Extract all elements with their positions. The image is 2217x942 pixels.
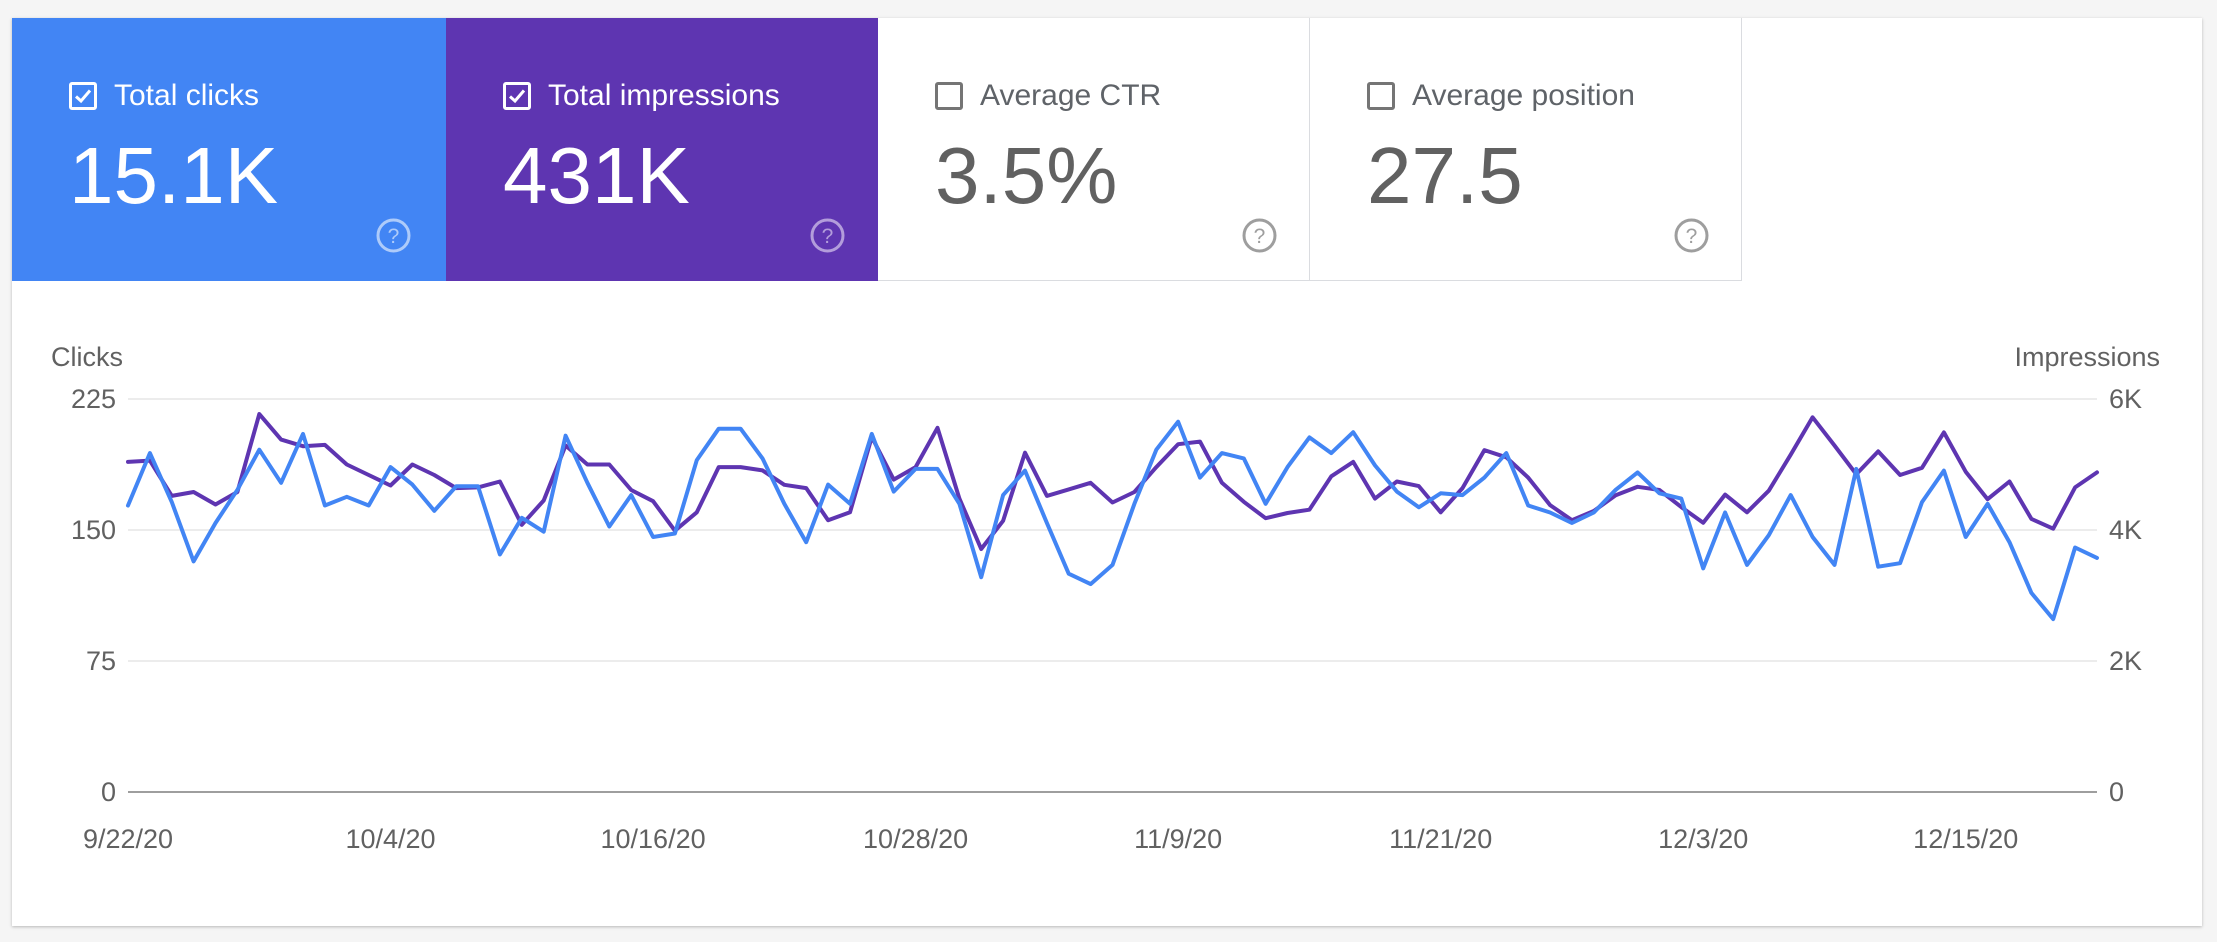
y-left-tick-label: 150 bbox=[71, 515, 116, 545]
metric-label: Total impressions bbox=[548, 79, 780, 112]
metric-total-clicks[interactable]: Total clicks 15.1K ? bbox=[12, 18, 446, 281]
y-axis-left-title: Clicks bbox=[51, 342, 123, 372]
performance-chart[interactable]: Clicks Impressions 0 0 75 2K 150 4K 225 6K 9/22/… bbox=[12, 18, 2202, 926]
metric-label: Average CTR bbox=[980, 79, 1162, 112]
x-tick-label: 10/16/20 bbox=[601, 824, 706, 854]
svg-text:?: ? bbox=[388, 225, 400, 248]
metric-value: 3.5% bbox=[935, 131, 1118, 220]
svg-text:?: ? bbox=[822, 225, 834, 248]
checkbox-unchecked-icon[interactable] bbox=[935, 82, 963, 110]
metric-average-position[interactable]: Average position 27.5 ? bbox=[1310, 18, 1742, 281]
y-right-tick-label: 6K bbox=[2109, 384, 2142, 414]
x-tick-label: 11/21/20 bbox=[1389, 824, 1492, 854]
help-icon[interactable]: ? bbox=[375, 217, 412, 254]
metric-total-impressions[interactable]: Total impressions 431K ? bbox=[446, 18, 878, 281]
y-right-tick-label: 0 bbox=[2109, 777, 2124, 807]
metric-header: Total clicks bbox=[69, 79, 259, 113]
metric-value: 15.1K bbox=[69, 131, 279, 220]
y-left-tick-label: 225 bbox=[71, 384, 116, 414]
performance-card: Total clicks 15.1K ? Total impressions 4… bbox=[12, 18, 2202, 926]
clicks-series-line bbox=[126, 419, 2099, 622]
metric-average-ctr[interactable]: Average CTR 3.5% ? bbox=[878, 18, 1310, 281]
svg-text:?: ? bbox=[1254, 225, 1266, 248]
checkbox-checked-icon[interactable] bbox=[503, 82, 531, 110]
metric-label: Total clicks bbox=[114, 79, 260, 112]
help-icon[interactable]: ? bbox=[1241, 217, 1278, 254]
x-tick-label: 11/9/20 bbox=[1134, 824, 1222, 854]
metric-value: 27.5 bbox=[1367, 131, 1523, 220]
y-right-tick-label: 2K bbox=[2109, 646, 2142, 676]
checkbox-unchecked-icon[interactable] bbox=[1367, 82, 1395, 110]
metric-header: Average CTR bbox=[935, 79, 1161, 113]
metric-header: Total impressions bbox=[503, 79, 780, 113]
y-left-tick-label: 0 bbox=[101, 777, 116, 807]
y-left-tick-label: 75 bbox=[86, 646, 116, 676]
svg-text:?: ? bbox=[1686, 225, 1698, 248]
metric-value: 431K bbox=[503, 131, 690, 220]
metric-header: Average position bbox=[1367, 79, 1635, 113]
metric-label: Average position bbox=[1412, 79, 1635, 112]
y-axis-right-title: Impressions bbox=[2014, 342, 2160, 372]
help-icon[interactable]: ? bbox=[1673, 217, 1710, 254]
checkbox-checked-icon[interactable] bbox=[69, 82, 97, 110]
y-right-tick-label: 4K bbox=[2109, 515, 2142, 545]
help-icon[interactable]: ? bbox=[809, 217, 846, 254]
x-tick-label: 9/22/20 bbox=[83, 824, 173, 854]
x-tick-label: 10/4/20 bbox=[345, 824, 435, 854]
x-tick-label: 10/28/20 bbox=[863, 824, 968, 854]
impressions-series-line bbox=[126, 412, 2099, 551]
x-tick-label: 12/15/20 bbox=[1913, 824, 2018, 854]
x-tick-label: 12/3/20 bbox=[1658, 824, 1748, 854]
